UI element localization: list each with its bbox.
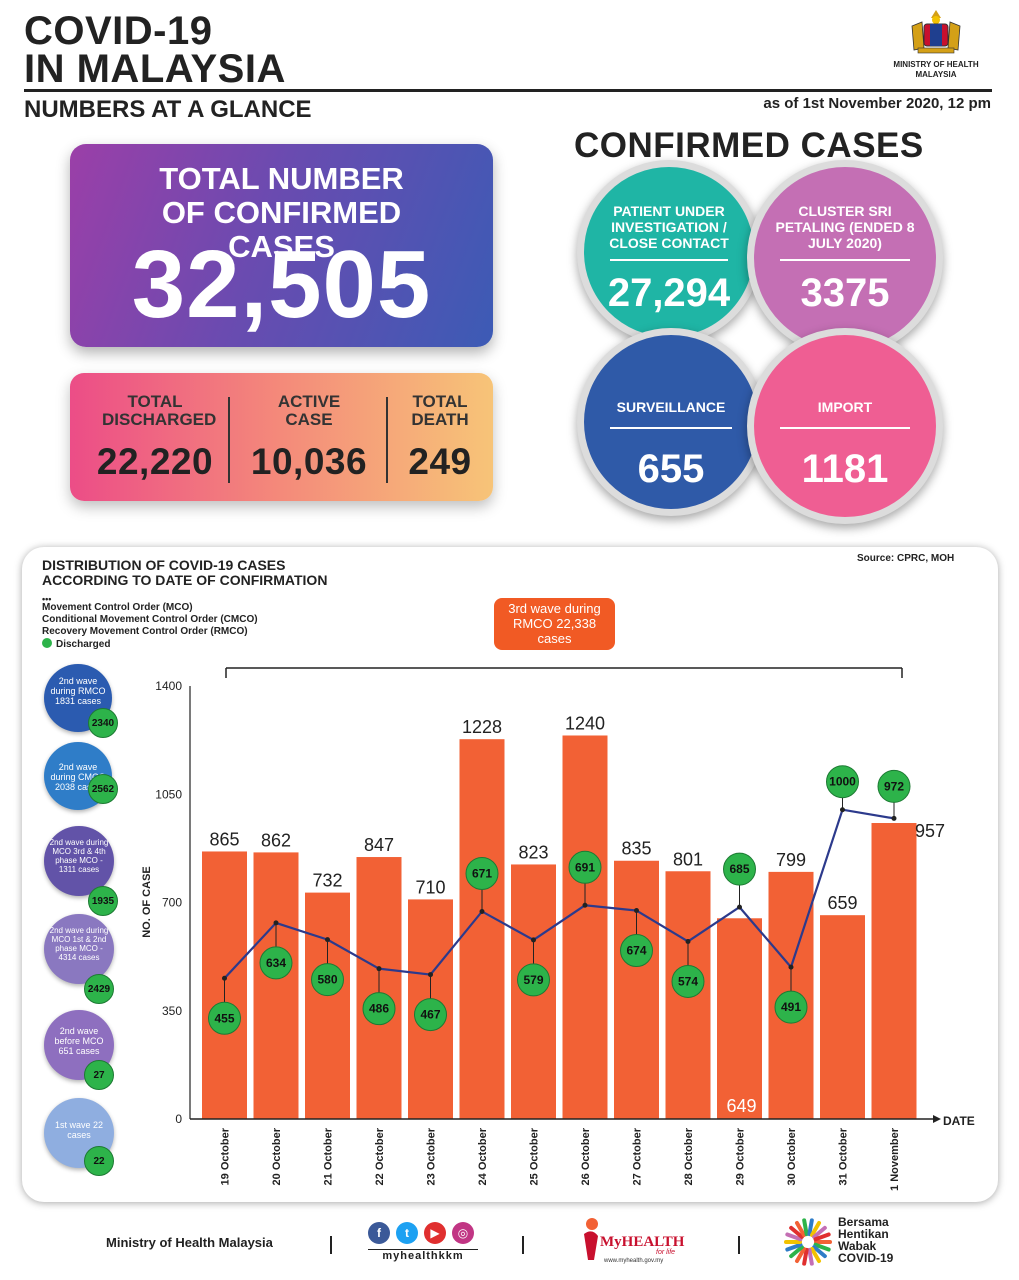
footer-ministry: Ministry of Health Malaysia: [106, 1235, 273, 1250]
youtube-icon[interactable]: ▶: [424, 1222, 446, 1244]
myhealth-logo: MyHEALTH for life www.myhealth.gov.my: [578, 1214, 688, 1270]
wave-discharged-badge: 22: [84, 1146, 114, 1176]
source-note: Source: CPRC, MOH: [857, 553, 955, 564]
burst-ray: [812, 1245, 827, 1259]
bersama-text: Bersama Hentikan Wabak COVID-19: [838, 1215, 894, 1265]
third-wave-callout: 3rd wave during RMCO 22,338 cases: [494, 598, 615, 650]
bubble-cluster: CLUSTER SRI PETALING (ENDED 8 JULY 2020)…: [747, 160, 943, 356]
bubble-divider: [610, 427, 732, 429]
bubble-import-value: 1181: [801, 447, 889, 491]
discharged-dot-icon: [42, 638, 52, 648]
stat-active-value: 10,036: [250, 441, 368, 482]
as-of-date: as of 1st November 2020, 12 pm: [763, 95, 991, 112]
header-rule: [24, 89, 992, 92]
ministry-label: MINISTRY OF HEALTH MALAYSIA: [893, 60, 979, 79]
legend-rmco: Recovery Movement Control Order (RMCO): [42, 626, 248, 637]
burst-ray: [807, 1247, 814, 1266]
bubble-investigation-label: PATIENT UNDER INVESTIGATION / CLOSE CONT…: [609, 203, 729, 251]
stat-active: ACTIVE CASE 10,036: [234, 393, 384, 483]
footer-divider: [330, 1236, 332, 1254]
wave-discharged-badge: 2429: [84, 974, 114, 1004]
burst-ray: [795, 1220, 806, 1238]
footer-divider: [522, 1236, 524, 1254]
burst-ray: [807, 1218, 814, 1237]
bubble-import: IMPORT 1181: [747, 328, 943, 524]
distribution-title: DISTRIBUTION OF COVID-19 CASES ACCORDING…: [42, 558, 327, 588]
total-confirmed-value: 32,505: [131, 231, 432, 338]
burst-ray: [813, 1242, 831, 1252]
burst-ray: [802, 1218, 809, 1237]
page-title-line1: COVID-19: [24, 9, 213, 53]
stat-death: TOTAL DEATH 249: [392, 393, 488, 483]
stat-active-label: ACTIVE CASE: [277, 392, 341, 429]
myhealth-url: www.myhealth.gov.my: [604, 1258, 664, 1264]
distribution-title-line2: ACCORDING TO DATE OF CONFIRMATION: [42, 572, 328, 588]
wave-circle-rmco: 2nd wave during RMCO 1831 cases: [44, 664, 112, 732]
page-title-line2: IN MALAYSIA: [24, 47, 286, 91]
burst-ray: [812, 1225, 827, 1239]
bubble-surveillance: SURVEILLANCE 655: [577, 328, 765, 516]
bersama-logo: Bersama Hentikan Wabak COVID-19: [782, 1214, 922, 1270]
social-links: f t ▶ ◎ myhealthkkm: [368, 1222, 478, 1268]
burst-ray: [810, 1246, 821, 1264]
total-confirmed-card: TOTAL NUMBER OF CONFIRMED CASES 32,505: [70, 144, 493, 347]
facebook-icon[interactable]: f: [368, 1222, 390, 1244]
myhealth-sub: for life: [656, 1249, 676, 1256]
bubble-divider: [610, 259, 728, 261]
stat-discharged-value: 22,220: [96, 441, 214, 482]
wave-discharged-badge: 2340: [88, 708, 118, 738]
bubble-import-label: IMPORT: [817, 399, 873, 415]
wave-discharged-badge: 1935: [88, 886, 118, 916]
wave-discharged-badge: 27: [84, 1060, 114, 1090]
bubble-investigation-value: 27,294: [607, 271, 731, 315]
distribution-title-line1: DISTRIBUTION OF COVID-19 CASES: [42, 557, 286, 573]
footer-divider: [738, 1236, 740, 1254]
page-subtitle: NUMBERS AT A GLANCE: [24, 96, 312, 123]
stat-discharged-label: TOTAL DISCHARGED: [102, 392, 217, 429]
bubble-divider: [780, 259, 910, 261]
burst-ray: [785, 1242, 803, 1252]
wave-circle-mco-late: 2nd wave during MCO 3rd & 4th phase MCO …: [44, 826, 114, 896]
bubble-cluster-value: 3375: [800, 271, 890, 315]
myhealth-figure-icon: [584, 1218, 598, 1260]
bubble-cluster-label: CLUSTER SRI PETALING (ENDED 8 JULY 2020): [775, 203, 915, 251]
stat-divider: [228, 397, 230, 483]
myhealth-text: MyHEALTH: [600, 1234, 685, 1250]
stat-death-value: 249: [408, 441, 472, 482]
legend-cmco: Conditional Movement Control Order (CMCO…: [42, 614, 258, 625]
bubble-surveillance-value: 655: [637, 447, 705, 491]
wave-circle-mco-early: 2nd wave during MCO 1st & 2nd phase MCO …: [44, 914, 114, 984]
burst-ray: [785, 1232, 803, 1242]
case-stats-card: TOTAL DISCHARGED 22,220 ACTIVE CASE 10,0…: [70, 373, 493, 501]
burst-ray: [810, 1220, 821, 1238]
wave-discharged-badge: 2562: [88, 774, 118, 804]
confirmed-cases-title: CONFIRMED CASES: [574, 126, 924, 165]
burst-ray: [789, 1245, 804, 1259]
burst-ray: [789, 1225, 804, 1239]
malaysia-crest-icon: [911, 10, 961, 54]
twitter-icon[interactable]: t: [396, 1222, 418, 1244]
social-handle[interactable]: myhealthkkm: [368, 1249, 478, 1262]
burst-ray: [813, 1232, 831, 1242]
total-confirmed-label: TOTAL NUMBER OF CONFIRMED CASES: [159, 161, 404, 264]
burst-ray: [795, 1246, 806, 1264]
instagram-icon[interactable]: ◎: [452, 1222, 474, 1244]
stat-divider: [386, 397, 388, 483]
legend-discharged-item: Discharged: [42, 638, 258, 651]
burst-ray: [802, 1247, 809, 1266]
bubble-surveillance-label: SURVEILLANCE: [616, 399, 726, 415]
bubble-divider: [780, 427, 910, 429]
bubble-investigation: PATIENT UNDER INVESTIGATION / CLOSE CONT…: [577, 160, 761, 344]
stat-death-label: TOTAL DEATH: [411, 392, 469, 429]
order-legend: ••• Movement Control Order (MCO) Conditi…: [42, 594, 258, 651]
bersama-burst-icon: [784, 1218, 832, 1266]
legend-mco: Movement Control Order (MCO): [42, 602, 193, 613]
legend-dots: •••: [42, 594, 52, 604]
stat-discharged: TOTAL DISCHARGED 22,220: [80, 393, 230, 483]
legend-discharged: Discharged: [56, 639, 111, 650]
